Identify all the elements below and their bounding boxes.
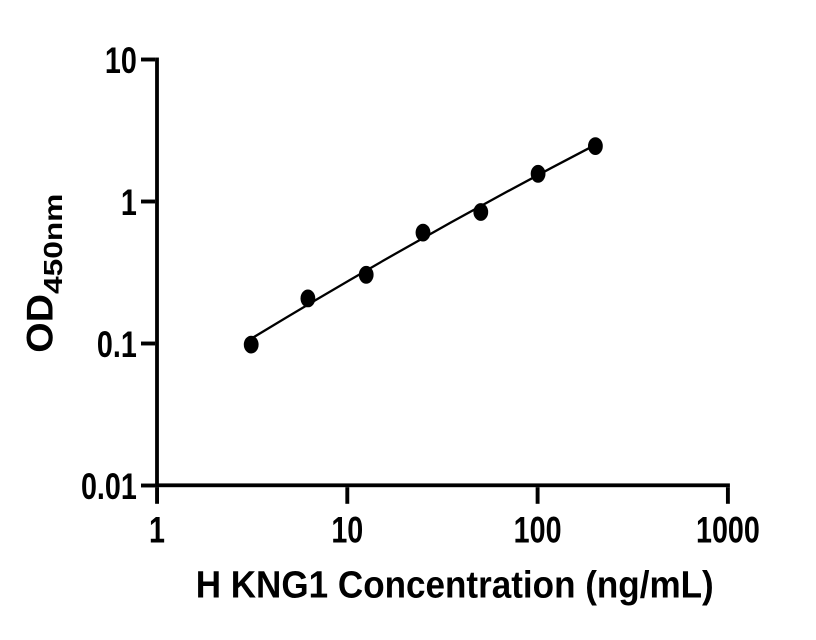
svg-text:0.1: 0.1 (97, 324, 137, 366)
svg-text:1000: 1000 (696, 510, 760, 552)
svg-text:100: 100 (514, 510, 562, 552)
svg-text:H KNG1 Concentration (ng/mL): H KNG1 Concentration (ng/mL) (196, 563, 714, 606)
svg-text:1: 1 (121, 182, 137, 224)
svg-text:450nm: 450nm (40, 194, 68, 294)
svg-text:0.01: 0.01 (81, 466, 137, 508)
svg-text:1: 1 (149, 510, 165, 552)
svg-text:10: 10 (105, 40, 137, 82)
svg-text:10: 10 (331, 510, 363, 552)
svg-text:OD: OD (19, 294, 61, 353)
